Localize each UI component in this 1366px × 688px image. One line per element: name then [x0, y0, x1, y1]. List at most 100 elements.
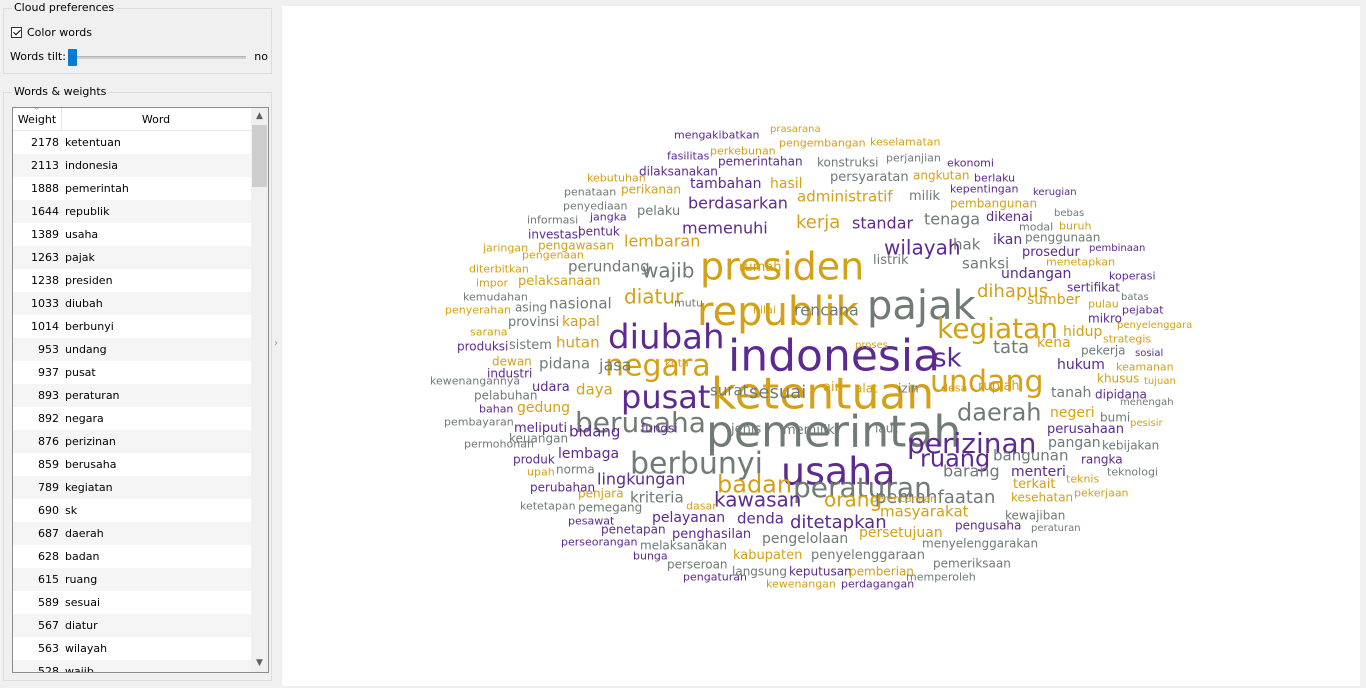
word-cell: indonesia [65, 159, 119, 172]
table-row[interactable]: 1263 pajak [13, 246, 251, 269]
words-tilt-slider-thumb[interactable] [68, 49, 77, 66]
cloud-word: pusat [621, 378, 710, 416]
cloud-word: hidup [1063, 324, 1103, 340]
table-row[interactable]: 789 kegiatan [13, 476, 251, 499]
cloud-word: keuangan [509, 431, 568, 445]
cloud-word: administratif [797, 188, 893, 206]
weight-cell: 937 [38, 366, 59, 379]
weight-cell: 789 [38, 481, 59, 494]
cloud-word: ruang [920, 445, 990, 473]
table-row[interactable]: 563 wilayah [13, 637, 251, 660]
cloud-word: modal [1019, 221, 1053, 234]
table-row[interactable]: 893 peraturan [13, 384, 251, 407]
cloud-word: sarana [470, 326, 507, 339]
word-column-header[interactable]: Word [141, 113, 171, 126]
table-row[interactable]: 1014 berbunyi [13, 315, 251, 338]
weight-cell: 953 [38, 343, 59, 356]
table-row[interactable]: 2178 ketentuan [13, 131, 251, 154]
table-row[interactable]: 615 ruang [13, 568, 251, 591]
weight-cell: 1263 [31, 251, 59, 264]
cloud-word: pelayanan [652, 510, 725, 526]
cloud-word: penyerahan [445, 304, 511, 317]
color-words-checkbox[interactable] [11, 26, 22, 38]
word-cell: badan [65, 550, 100, 563]
table-row[interactable]: 2113 indonesia [13, 154, 251, 177]
table-row[interactable]: 1644 republik [13, 200, 251, 223]
words-tilt-slider-track[interactable] [68, 56, 246, 59]
table-row[interactable]: 892 negara [13, 407, 251, 430]
words-weights-table[interactable]: ﹀ Weight Word 2178 ketentuan 2113 indonesia… [12, 107, 269, 673]
weight-cell: 893 [38, 389, 59, 402]
cloud-word: kapal [562, 314, 600, 330]
cloud-word: pengenaan [522, 249, 584, 262]
cloud-word: kebutuhan [587, 172, 646, 185]
table-row[interactable]: 953 undang [13, 338, 251, 361]
cloud-word: berbunyi [630, 446, 763, 481]
cloud-word: kewajiban [1005, 508, 1065, 522]
cloud-word: keamanan [1116, 361, 1174, 374]
cloud-word: sesuai [749, 382, 806, 403]
cloud-word: sistem [509, 338, 552, 353]
cloud-word: bumi [1100, 410, 1130, 424]
cloud-word: prosedur [1022, 245, 1081, 260]
word-cell: sesuai [65, 596, 100, 609]
table-row[interactable]: 876 perizinan [13, 430, 251, 453]
cloud-word: nilai [753, 304, 776, 317]
word-cell: undang [65, 343, 107, 356]
cloud-word: berdasarkan [688, 193, 788, 212]
table-row[interactable]: 1888 pemerintah [13, 177, 251, 200]
cloud-word: industri [487, 366, 532, 380]
cloud-word: pejabat [1122, 304, 1164, 317]
table-row[interactable]: 628 badan [13, 545, 251, 568]
scroll-up-arrow-icon[interactable]: ▲ [256, 111, 263, 121]
cloud-word: keselamatan [870, 136, 941, 149]
table-row[interactable]: 690 sk [13, 499, 251, 522]
cloud-word: pemberian [849, 564, 914, 578]
weight-cell: 1238 [31, 274, 59, 287]
cloud-word: orang [824, 488, 882, 512]
cloud-word: undang [930, 364, 1044, 399]
word-cell: pemerintah [65, 182, 129, 195]
cloud-word: pesawat [568, 515, 615, 528]
cloud-word: pengawasan [538, 238, 614, 252]
cloud-word: sosial [1135, 348, 1163, 359]
cloud-word: kewenangan [766, 578, 836, 591]
table-row[interactable]: 528 wajib [13, 660, 251, 672]
table-vertical-scrollbar[interactable]: ▲ ▼ [251, 108, 268, 672]
scroll-down-arrow-icon[interactable]: ▼ [256, 658, 263, 668]
table-row[interactable]: 1238 presiden [13, 269, 251, 292]
weight-cell: 1389 [31, 228, 59, 241]
cloud-word: teknis [1066, 473, 1099, 486]
color-words-label[interactable]: Color words [27, 25, 92, 39]
table-row[interactable]: 1389 usaha [13, 223, 251, 246]
cloud-word: bahan [479, 403, 513, 416]
cloud-word: produksi [457, 339, 508, 353]
cloud-word: pidana [539, 355, 590, 373]
scrollbar-thumb[interactable] [252, 125, 267, 187]
cloud-word: memperoleh [906, 571, 976, 584]
table-row[interactable]: 589 sesuai [13, 591, 251, 614]
cloud-word: kewenangannya [430, 375, 520, 388]
table-row[interactable]: 1033 diubah [13, 292, 251, 315]
table-row[interactable]: 687 daerah [13, 522, 251, 545]
cloud-word: wajib [642, 259, 694, 283]
cloud-word: peraturan [1031, 523, 1081, 534]
cloud-word: upah [527, 466, 555, 479]
splitter-handle-icon[interactable]: › [274, 338, 278, 349]
words-tilt-row: Words tilt: no [10, 49, 268, 66]
weight-column-header[interactable]: ﹀ Weight [13, 108, 62, 130]
cloud-word: pemeriksaan [933, 556, 1011, 570]
table-row[interactable]: 859 berusaha [13, 453, 251, 476]
cloud-word: persyaratan [830, 170, 909, 185]
cloud-word: mengakibatkan [674, 129, 760, 142]
words-weights-title: Words & weights [12, 85, 109, 99]
table-row[interactable]: 567 diatur [13, 614, 251, 637]
table-row[interactable]: 937 pusat [13, 361, 251, 384]
cloud-word: alat [855, 381, 878, 395]
word-cell: pusat [65, 366, 96, 379]
word-cell: daerah [65, 527, 104, 540]
cloud-word: jasa [598, 355, 631, 374]
cloud-word: penggunaan [1025, 230, 1100, 244]
color-words-checkbox-row[interactable]: Color words [11, 25, 92, 39]
cloud-word: kepentingan [950, 183, 1019, 196]
